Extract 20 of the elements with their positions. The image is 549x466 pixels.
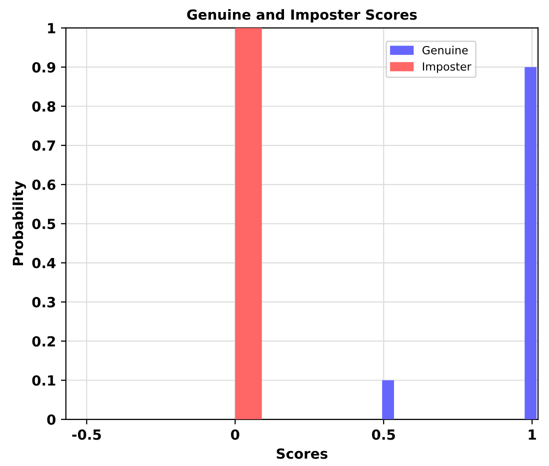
y-tick-label: 0.2 — [32, 336, 55, 347]
y-axis-title: Probability — [12, 181, 26, 266]
x-axis-title: Scores — [276, 448, 328, 459]
x-tick-label: 0.5 — [372, 429, 395, 440]
legend-label: Genuine — [422, 46, 468, 54]
legend-label: Imposter — [422, 62, 472, 73]
x-tick-label: 0 — [230, 429, 240, 440]
y-tick-label: 0.3 — [32, 296, 56, 308]
y-tick-label: 1 — [48, 23, 56, 34]
y-tick-label: 0.8 — [32, 101, 56, 112]
y-tick-label: 0.7 — [32, 140, 56, 151]
y-tick-label: 0.4 — [32, 258, 56, 268]
x-tick-label: 1 — [528, 430, 536, 440]
y-tick-label: 0.1 — [32, 375, 56, 386]
y-tick-label: 0 — [47, 414, 56, 425]
y-tick-label: 0.9 — [32, 62, 56, 73]
y-tick-label: 0.5 — [32, 218, 56, 230]
y-tick-label: 0.6 — [32, 180, 56, 190]
chart-title: Genuine and Imposter Scores — [187, 9, 417, 23]
x-tick-label: -0.5 — [72, 429, 101, 440]
